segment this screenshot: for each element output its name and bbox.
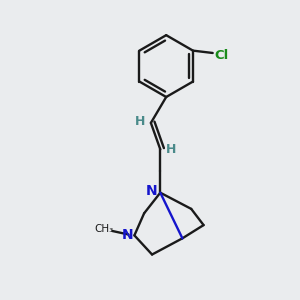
Text: Cl: Cl: [214, 49, 228, 62]
Text: H: H: [166, 143, 177, 156]
Text: CH₃: CH₃: [94, 224, 114, 234]
Text: H: H: [134, 115, 145, 128]
Text: N: N: [146, 184, 158, 198]
Text: N: N: [122, 228, 134, 242]
